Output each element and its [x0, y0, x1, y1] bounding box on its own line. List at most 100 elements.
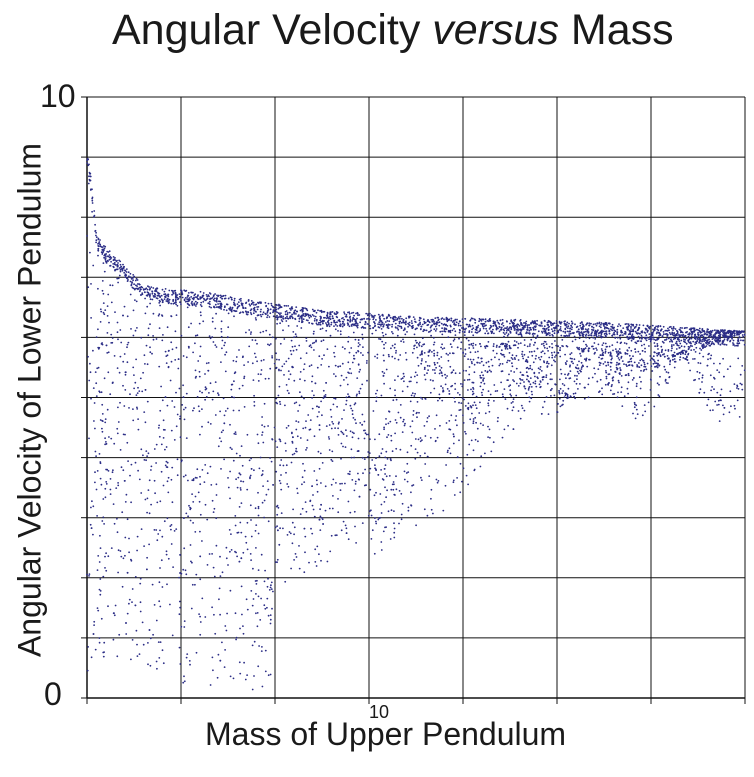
data-point	[203, 481, 206, 483]
data-point	[438, 318, 440, 321]
data-point	[675, 342, 677, 345]
data-point	[97, 254, 99, 257]
data-point	[698, 377, 700, 380]
data-point	[403, 380, 405, 383]
data-point	[393, 522, 395, 525]
data-point	[332, 317, 335, 320]
data-point	[217, 392, 219, 395]
data-point	[251, 362, 254, 365]
data-point	[504, 343, 507, 345]
data-point	[652, 355, 655, 358]
data-point	[616, 328, 619, 331]
data-point	[693, 348, 695, 351]
data-point	[333, 351, 335, 354]
data-point	[598, 321, 601, 324]
data-point	[585, 357, 588, 360]
data-point	[388, 410, 390, 413]
data-point	[171, 348, 174, 351]
data-point	[496, 344, 498, 347]
data-point	[636, 365, 639, 368]
data-point	[234, 612, 237, 615]
data-point	[700, 349, 703, 351]
data-point	[393, 510, 395, 512]
data-point	[503, 355, 506, 358]
data-point	[653, 405, 656, 408]
data-point	[472, 386, 474, 389]
data-point	[710, 335, 713, 338]
data-point	[192, 409, 194, 412]
data-point	[528, 400, 531, 403]
data-point	[582, 333, 585, 336]
data-point	[323, 310, 326, 313]
data-point	[406, 451, 409, 454]
data-point	[111, 341, 114, 344]
data-point	[625, 342, 628, 345]
data-point	[363, 317, 365, 320]
data-point	[480, 320, 483, 322]
data-point	[632, 329, 635, 332]
data-point	[582, 335, 585, 338]
data-point	[274, 526, 277, 529]
data-point	[473, 468, 476, 471]
data-point	[620, 375, 623, 377]
data-point	[690, 342, 692, 345]
data-point	[506, 348, 509, 350]
data-point	[291, 453, 294, 456]
data-point	[151, 298, 154, 301]
data-point	[449, 324, 452, 327]
data-point	[447, 359, 450, 362]
data-point	[378, 323, 381, 326]
data-point	[383, 343, 385, 346]
data-point	[742, 339, 744, 342]
data-point	[679, 356, 682, 359]
data-point	[185, 512, 188, 515]
data-point	[161, 399, 164, 402]
data-point	[259, 456, 262, 459]
data-point	[312, 332, 315, 335]
data-point	[491, 364, 494, 367]
data-point	[520, 404, 523, 407]
data-point	[349, 511, 352, 514]
chart-title: Angular Velocity versus Mass	[112, 6, 674, 55]
data-point	[513, 371, 516, 373]
data-point	[409, 400, 412, 403]
data-point	[468, 378, 471, 381]
data-point	[255, 593, 257, 595]
data-point	[726, 368, 729, 370]
data-point	[546, 365, 549, 367]
data-point	[140, 336, 143, 339]
data-point	[348, 325, 351, 328]
data-point	[91, 197, 94, 200]
data-point	[647, 401, 650, 404]
data-point	[162, 419, 165, 422]
data-point	[389, 387, 392, 390]
data-point	[438, 365, 441, 367]
data-point	[434, 322, 436, 325]
data-point	[530, 386, 533, 388]
data-point	[449, 331, 452, 334]
data-point	[268, 316, 271, 318]
data-point	[477, 324, 480, 327]
data-point	[618, 323, 620, 325]
data-point	[305, 420, 307, 422]
data-point	[173, 290, 176, 292]
data-point	[292, 508, 294, 511]
data-point	[95, 239, 98, 242]
data-point	[450, 414, 453, 417]
data-point	[421, 337, 424, 340]
data-point	[197, 405, 200, 408]
data-point	[662, 353, 664, 356]
data-point	[254, 339, 257, 342]
data-point	[103, 523, 105, 525]
data-point	[99, 461, 102, 463]
data-point	[311, 308, 314, 311]
data-point	[310, 315, 312, 318]
data-point	[267, 343, 269, 346]
data-point	[136, 655, 139, 657]
data-point	[238, 387, 241, 390]
data-point	[402, 418, 405, 421]
data-point	[507, 359, 509, 362]
data-point	[349, 470, 351, 473]
data-point	[715, 340, 718, 342]
data-point	[267, 377, 270, 380]
